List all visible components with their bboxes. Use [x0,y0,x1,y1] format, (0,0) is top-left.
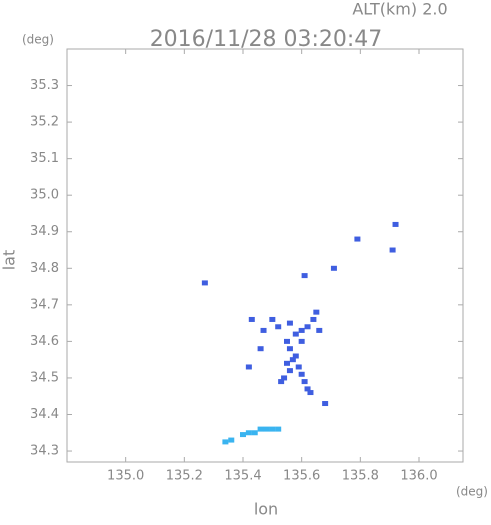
echo-point [310,316,317,322]
echo-point [292,353,299,359]
echo-point [228,437,235,443]
echo-point [354,236,361,242]
y-tick-label: 35.0 [30,188,59,203]
x-tick-label: 135.4 [224,469,261,484]
echo-point [284,360,290,366]
echo-point [313,309,320,315]
echo-point [269,426,276,432]
echo-point [307,390,314,396]
echo-point [286,368,293,374]
echo-point [316,327,323,333]
y-tick-label: 34.9 [30,224,59,239]
echo-point [304,386,311,392]
echo-point [292,331,299,337]
echo-point [281,375,288,381]
echo-point [269,316,276,322]
echo-point [389,247,396,253]
echo-point [392,221,399,227]
altitude-label: ALT(km) 2.0 [352,0,447,19]
plot-frame [66,48,464,463]
x-tick-label: 135.8 [342,469,379,484]
echo-point [278,379,285,385]
echo-point [263,426,270,432]
y-tick-label: 35.1 [30,151,59,166]
echo-point [301,379,308,385]
y-tick-label: 35.2 [30,115,59,130]
x-axis-label: lon [254,500,278,519]
echo-point [322,401,329,407]
x-tick-label: 136.0 [400,469,437,484]
echo-point [304,324,311,330]
echo-point [240,432,246,438]
x-unit: (deg) [456,485,488,499]
y-tick-label: 34.4 [30,407,59,422]
echo-point [222,439,229,445]
echo-point [260,327,267,333]
echo-point [245,364,252,370]
y-tick-label: 34.7 [30,297,59,312]
echo-point [275,324,282,330]
echo-point [286,320,293,326]
echo-point [298,338,305,344]
echo-point [275,426,282,432]
echo-point [201,280,208,286]
echo-point [289,357,296,363]
echo-point [257,346,264,352]
echo-point [298,327,305,333]
echo-point [245,430,252,436]
echo-point [298,371,305,377]
echo-point [257,426,264,432]
echo-point [295,364,302,370]
y-tick-label: 34.3 [30,444,59,459]
x-tick-label: 135.6 [283,469,320,484]
y-tick-label: 34.5 [30,370,59,385]
y-tick-label: 34.6 [30,334,59,349]
x-tick-label: 135.0 [107,469,144,484]
x-tick-label: 135.2 [166,469,203,484]
y-tick-label: 35.3 [30,78,59,93]
echo-point [251,430,258,436]
echo-point [301,273,308,279]
chart-title: 2016/11/28 03:20:47 [150,27,383,52]
echo-point [248,316,255,322]
echo-point [286,346,293,352]
y-unit: (deg) [22,33,54,47]
echo-point [330,265,337,271]
echo-point [284,338,290,344]
y-tick-label: 34.8 [30,261,59,276]
y-axis-label: lat [0,250,19,271]
